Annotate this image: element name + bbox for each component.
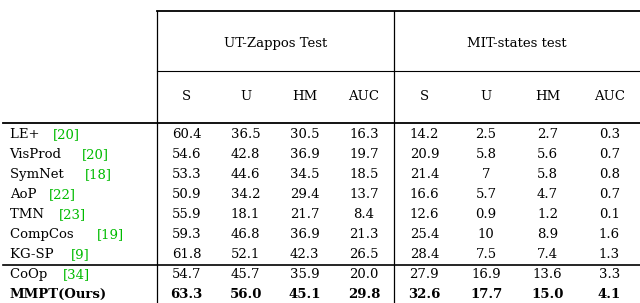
Text: 17.7: 17.7: [470, 288, 502, 301]
Text: 53.3: 53.3: [172, 168, 201, 181]
Text: 1.6: 1.6: [598, 228, 620, 241]
Text: 50.9: 50.9: [172, 188, 201, 201]
Text: [34]: [34]: [63, 268, 90, 281]
Text: AUC: AUC: [349, 91, 380, 103]
Text: 0.9: 0.9: [476, 208, 497, 221]
Text: 30.5: 30.5: [290, 128, 319, 141]
Text: S: S: [420, 91, 429, 103]
Text: 28.4: 28.4: [410, 248, 439, 261]
Text: 20.0: 20.0: [349, 268, 379, 281]
Text: [22]: [22]: [49, 188, 76, 201]
Text: MIT-states test: MIT-states test: [467, 38, 566, 50]
Text: 5.8: 5.8: [537, 168, 558, 181]
Text: U: U: [481, 91, 492, 103]
Text: 12.6: 12.6: [410, 208, 439, 221]
Text: 54.7: 54.7: [172, 268, 201, 281]
Text: 61.8: 61.8: [172, 248, 201, 261]
Text: 7: 7: [482, 168, 490, 181]
Text: 16.3: 16.3: [349, 128, 379, 141]
Text: 27.9: 27.9: [410, 268, 439, 281]
Text: 52.1: 52.1: [231, 248, 260, 261]
Text: 36.9: 36.9: [290, 148, 319, 161]
Text: 54.6: 54.6: [172, 148, 201, 161]
Text: 5.6: 5.6: [537, 148, 558, 161]
Text: 8.9: 8.9: [537, 228, 558, 241]
Text: 42.8: 42.8: [231, 148, 260, 161]
Text: 26.5: 26.5: [349, 248, 379, 261]
Text: CompCos: CompCos: [10, 228, 77, 241]
Text: 36.9: 36.9: [290, 228, 319, 241]
Text: 0.1: 0.1: [598, 208, 620, 221]
Text: AoP: AoP: [10, 188, 40, 201]
Text: 16.6: 16.6: [410, 188, 439, 201]
Text: 55.9: 55.9: [172, 208, 201, 221]
Text: 4.1: 4.1: [598, 288, 621, 301]
Text: 8.4: 8.4: [353, 208, 374, 221]
Text: 35.9: 35.9: [290, 268, 319, 281]
Text: 2.7: 2.7: [537, 128, 558, 141]
Text: 16.9: 16.9: [471, 268, 501, 281]
Text: 3.3: 3.3: [598, 268, 620, 281]
Text: [20]: [20]: [53, 128, 80, 141]
Text: 7.4: 7.4: [537, 248, 558, 261]
Text: TMN: TMN: [10, 208, 48, 221]
Text: CoOp: CoOp: [10, 268, 51, 281]
Text: 63.3: 63.3: [170, 288, 202, 301]
Text: 1.2: 1.2: [537, 208, 558, 221]
Text: 42.3: 42.3: [290, 248, 319, 261]
Text: 0.3: 0.3: [598, 128, 620, 141]
Text: LE+: LE+: [10, 128, 44, 141]
Text: MMPT(Ours): MMPT(Ours): [10, 288, 107, 301]
Text: 29.4: 29.4: [290, 188, 319, 201]
Text: 14.2: 14.2: [410, 128, 439, 141]
Text: 20.9: 20.9: [410, 148, 439, 161]
Text: S: S: [182, 91, 191, 103]
Text: 5.7: 5.7: [476, 188, 497, 201]
Text: 34.5: 34.5: [290, 168, 319, 181]
Text: 46.8: 46.8: [231, 228, 260, 241]
Text: 36.5: 36.5: [231, 128, 260, 141]
Text: 34.2: 34.2: [231, 188, 260, 201]
Text: KG-SP: KG-SP: [10, 248, 58, 261]
Text: 45.1: 45.1: [289, 288, 321, 301]
Text: 19.7: 19.7: [349, 148, 379, 161]
Text: VisProd: VisProd: [10, 148, 66, 161]
Text: 0.7: 0.7: [598, 188, 620, 201]
Text: 2.5: 2.5: [476, 128, 497, 141]
Text: 18.5: 18.5: [349, 168, 379, 181]
Text: 21.3: 21.3: [349, 228, 379, 241]
Text: HM: HM: [292, 91, 317, 103]
Text: 21.7: 21.7: [290, 208, 319, 221]
Text: SymNet: SymNet: [10, 168, 68, 181]
Text: 25.4: 25.4: [410, 228, 439, 241]
Text: 13.7: 13.7: [349, 188, 379, 201]
Text: 5.8: 5.8: [476, 148, 497, 161]
Text: [20]: [20]: [82, 148, 109, 161]
Text: 59.3: 59.3: [172, 228, 201, 241]
Text: 21.4: 21.4: [410, 168, 439, 181]
Text: 10: 10: [477, 228, 494, 241]
Text: 13.6: 13.6: [532, 268, 563, 281]
Text: [23]: [23]: [59, 208, 86, 221]
Text: 45.7: 45.7: [231, 268, 260, 281]
Text: 18.1: 18.1: [231, 208, 260, 221]
Text: 44.6: 44.6: [231, 168, 260, 181]
Text: 7.5: 7.5: [476, 248, 497, 261]
Text: HM: HM: [535, 91, 560, 103]
Text: [9]: [9]: [72, 248, 90, 261]
Text: U: U: [240, 91, 252, 103]
Text: 32.6: 32.6: [408, 288, 440, 301]
Text: AUC: AUC: [594, 91, 625, 103]
Text: [18]: [18]: [84, 168, 111, 181]
Text: 0.8: 0.8: [598, 168, 620, 181]
Text: 0.7: 0.7: [598, 148, 620, 161]
Text: 60.4: 60.4: [172, 128, 201, 141]
Text: UT-Zappos Test: UT-Zappos Test: [223, 38, 327, 50]
Text: 29.8: 29.8: [348, 288, 380, 301]
Text: 4.7: 4.7: [537, 188, 558, 201]
Text: 56.0: 56.0: [229, 288, 262, 301]
Text: 1.3: 1.3: [598, 248, 620, 261]
Text: 15.0: 15.0: [531, 288, 564, 301]
Text: [19]: [19]: [97, 228, 124, 241]
